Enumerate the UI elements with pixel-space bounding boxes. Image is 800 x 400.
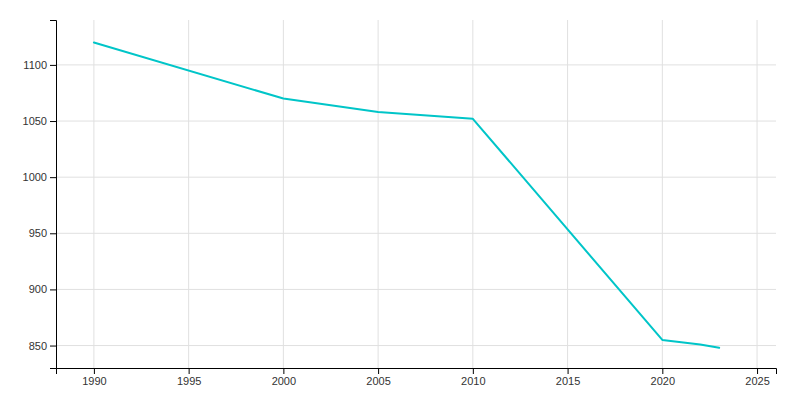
x-axis-tick-label: 2000	[272, 375, 296, 387]
x-axis-tick-label: 2010	[461, 375, 485, 387]
grid-line-x	[662, 20, 663, 368]
x-axis-tick-mark	[757, 368, 758, 374]
y-axis: 850 900 950 1000 1050 1100	[23, 21, 57, 369]
y-axis-tick: 1000	[23, 171, 56, 183]
y-axis-tick: 1100	[23, 59, 56, 71]
x-axis-tick-label: 1990	[82, 375, 106, 387]
y-axis-tick-label: 1100	[23, 59, 47, 71]
y-axis-tick: 950	[29, 227, 56, 239]
y-axis-tick-label: 1050	[23, 115, 47, 127]
grid-line-x	[567, 20, 568, 368]
x-axis-tick-mark	[189, 368, 190, 374]
y-axis-tick-mark	[50, 289, 56, 290]
y-axis-tick-label: 950	[29, 227, 47, 239]
grid-line-y	[56, 345, 776, 346]
y-axis-tick-mark	[50, 177, 56, 178]
x-axis-line	[57, 369, 777, 375]
chart: 1990 1995 2000 2005 2010 2015 2020 2025 850 900 95…	[0, 0, 800, 400]
x-axis-tick-label: 2005	[366, 375, 390, 387]
y-axis-tick-label: 900	[29, 283, 47, 295]
y-axis-tick: 850	[29, 340, 56, 352]
x-axis-tick-label: 1995	[177, 375, 201, 387]
x-axis-tick-mark	[473, 368, 474, 374]
y-axis-tick: 1050	[23, 115, 56, 127]
y-axis-tick-mark	[50, 65, 56, 66]
grid-line-x	[93, 20, 94, 368]
x-axis: 1990 1995 2000 2005 2010 2015 2020 2025	[57, 368, 777, 387]
x-axis-tick: 1990	[82, 368, 106, 387]
x-axis-tick-label: 2025	[745, 375, 769, 387]
y-axis-tick-label: 1000	[23, 171, 47, 183]
x-axis-tick: 2020	[651, 368, 675, 387]
y-axis-tick-mark	[50, 346, 56, 347]
line	[94, 42, 719, 347]
x-axis-tick-mark	[94, 368, 95, 374]
x-axis-tick-label: 2015	[556, 375, 580, 387]
x-axis-tick: 2010	[461, 368, 485, 387]
grid-line-x	[472, 20, 473, 368]
y-axis-tick-label: 850	[29, 340, 47, 352]
grid-line-x	[188, 20, 189, 368]
x-axis-tick: 1995	[177, 368, 201, 387]
plot: 1990 1995 2000 2005 2010 2015 2020 2025 850 900 95…	[23, 20, 777, 387]
x-axis-tick: 2025	[745, 368, 769, 387]
grid-line-y	[56, 177, 776, 178]
grid-line-y	[56, 64, 776, 65]
x-axis-tick-mark	[283, 368, 284, 374]
x-axis-tick-mark	[662, 368, 663, 374]
x-axis-tick-label: 2020	[651, 375, 675, 387]
grid-line-y	[56, 121, 776, 122]
x-axis-tick: 2015	[556, 368, 580, 387]
y-axis-tick-mark	[50, 121, 56, 122]
x-axis-tick: 2005	[366, 368, 390, 387]
x-axis-tick-mark	[568, 368, 569, 374]
grid-line-x	[378, 20, 379, 368]
x-axis-tick-mark	[378, 368, 379, 374]
marks	[94, 42, 719, 347]
grid-line-x	[757, 20, 758, 368]
grid-line-x	[283, 20, 284, 368]
grid-line-y	[56, 289, 776, 290]
grid	[56, 20, 776, 368]
grid-line-y	[56, 233, 776, 234]
y-axis-tick-mark	[50, 233, 56, 234]
y-axis-line	[50, 21, 57, 369]
y-axis-tick: 900	[29, 283, 56, 295]
x-axis-tick: 2000	[272, 368, 296, 387]
